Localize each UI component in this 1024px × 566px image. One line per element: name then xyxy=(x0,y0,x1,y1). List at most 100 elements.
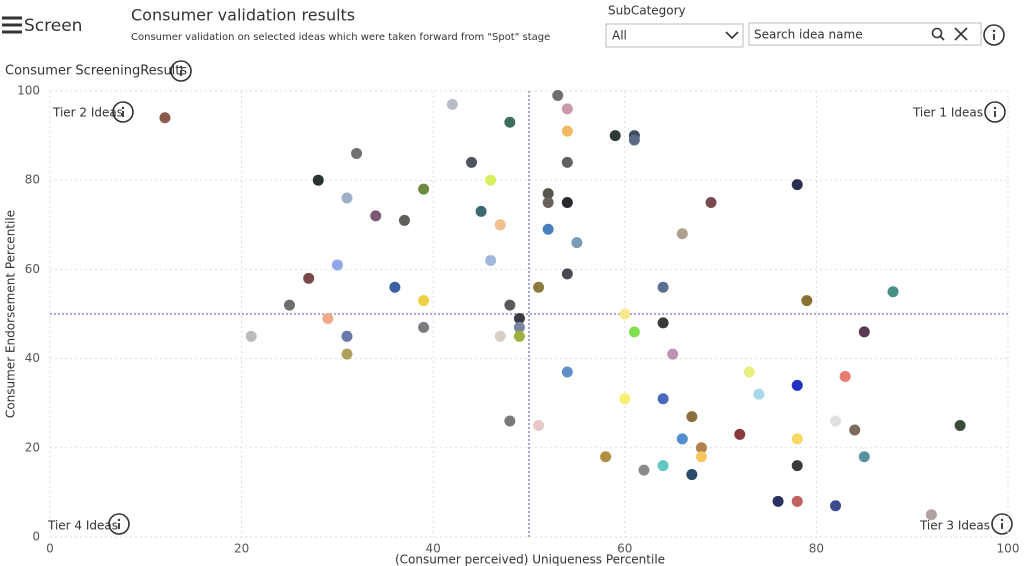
y-tick-label: 40 xyxy=(25,351,40,365)
data-point[interactable] xyxy=(351,147,363,159)
data-point[interactable] xyxy=(657,317,669,329)
data-point[interactable] xyxy=(513,312,525,324)
data-point[interactable] xyxy=(533,281,545,293)
data-point[interactable] xyxy=(791,495,803,507)
data-point[interactable] xyxy=(485,254,497,266)
menu-icon[interactable] xyxy=(2,16,22,34)
data-point[interactable] xyxy=(657,460,669,472)
data-point[interactable] xyxy=(695,442,707,454)
data-point[interactable] xyxy=(446,98,458,110)
subcategory-dropdown[interactable]: All xyxy=(605,23,744,48)
data-point[interactable] xyxy=(925,509,937,521)
info-circle xyxy=(170,60,192,82)
data-point[interactable] xyxy=(542,197,554,208)
data-point[interactable] xyxy=(504,415,516,427)
data-point[interactable] xyxy=(561,125,573,137)
info-icon[interactable] xyxy=(991,513,1013,535)
info-icon[interactable] xyxy=(983,24,1005,46)
data-point[interactable] xyxy=(561,366,573,378)
data-point[interactable] xyxy=(791,460,803,472)
data-point[interactable] xyxy=(830,415,842,427)
data-point[interactable] xyxy=(753,388,765,400)
data-point[interactable] xyxy=(303,272,315,284)
data-point[interactable] xyxy=(619,393,631,405)
data-point[interactable] xyxy=(284,299,295,311)
data-point[interactable] xyxy=(657,281,669,293)
data-point[interactable] xyxy=(609,130,621,142)
data-point[interactable] xyxy=(772,495,784,507)
data-point[interactable] xyxy=(398,214,410,226)
data-point[interactable] xyxy=(791,433,803,445)
data-point[interactable] xyxy=(561,197,573,208)
data-point[interactable] xyxy=(705,197,717,208)
data-point[interactable] xyxy=(341,330,353,342)
data-point[interactable] xyxy=(418,183,430,195)
data-point[interactable] xyxy=(494,219,506,231)
data-point[interactable] xyxy=(513,321,525,333)
data-point[interactable] xyxy=(858,451,870,463)
data-point[interactable] xyxy=(466,156,478,168)
data-point[interactable] xyxy=(686,411,698,423)
x-tick-label: 20 xyxy=(234,542,249,556)
data-point[interactable] xyxy=(475,205,487,217)
data-point[interactable] xyxy=(657,393,669,405)
data-point[interactable] xyxy=(341,192,353,204)
data-point[interactable] xyxy=(312,174,324,186)
data-point[interactable] xyxy=(676,228,688,240)
data-point[interactable] xyxy=(667,348,679,360)
data-point[interactable] xyxy=(801,295,813,307)
data-point[interactable] xyxy=(839,370,851,382)
x-tick-label: 100 xyxy=(997,542,1020,556)
data-point[interactable] xyxy=(619,308,631,320)
data-point[interactable] xyxy=(542,223,554,235)
info-icon[interactable] xyxy=(170,60,192,82)
data-point[interactable] xyxy=(533,420,545,431)
search-box[interactable]: Search idea name xyxy=(748,22,982,46)
data-point[interactable] xyxy=(341,348,353,360)
section-title: Consumer ScreeningResults xyxy=(5,64,187,79)
info-dot xyxy=(117,518,121,522)
data-point[interactable] xyxy=(734,428,746,440)
data-point[interactable] xyxy=(561,268,573,280)
data-point[interactable] xyxy=(791,179,803,191)
quadrant-label: Tier 1 Ideas xyxy=(912,106,983,120)
data-point[interactable] xyxy=(628,134,640,146)
data-point[interactable] xyxy=(695,451,707,463)
data-point[interactable] xyxy=(571,237,583,249)
data-point[interactable] xyxy=(686,469,698,481)
data-point[interactable] xyxy=(418,321,430,333)
y-tick-label: 20 xyxy=(25,440,40,454)
data-point[interactable] xyxy=(552,89,564,101)
data-point[interactable] xyxy=(389,281,401,293)
data-point[interactable] xyxy=(322,312,334,324)
data-point[interactable] xyxy=(370,210,382,222)
data-point[interactable] xyxy=(561,156,573,168)
data-point[interactable] xyxy=(849,424,861,436)
info-circle xyxy=(108,513,130,535)
data-point[interactable] xyxy=(954,420,966,431)
data-point[interactable] xyxy=(638,464,650,476)
info-icon[interactable] xyxy=(112,101,134,123)
data-point[interactable] xyxy=(887,286,899,298)
data-point[interactable] xyxy=(628,326,640,338)
data-point[interactable] xyxy=(504,299,516,311)
data-point[interactable] xyxy=(858,326,870,338)
data-point[interactable] xyxy=(485,174,497,186)
data-point[interactable] xyxy=(494,330,506,342)
data-point[interactable] xyxy=(743,366,755,378)
data-point[interactable] xyxy=(331,259,343,271)
grid xyxy=(49,90,1009,538)
data-point[interactable] xyxy=(513,330,525,342)
data-point[interactable] xyxy=(504,116,516,128)
data-point[interactable] xyxy=(159,112,171,124)
data-point[interactable] xyxy=(561,103,573,115)
data-point[interactable] xyxy=(418,295,430,307)
data-point[interactable] xyxy=(676,433,688,445)
info-icon[interactable] xyxy=(984,101,1006,123)
data-point[interactable] xyxy=(542,188,554,200)
data-point[interactable] xyxy=(600,451,612,463)
data-point[interactable] xyxy=(791,379,803,391)
data-point[interactable] xyxy=(830,500,842,512)
info-icon[interactable] xyxy=(108,513,130,535)
data-point[interactable] xyxy=(245,330,257,342)
